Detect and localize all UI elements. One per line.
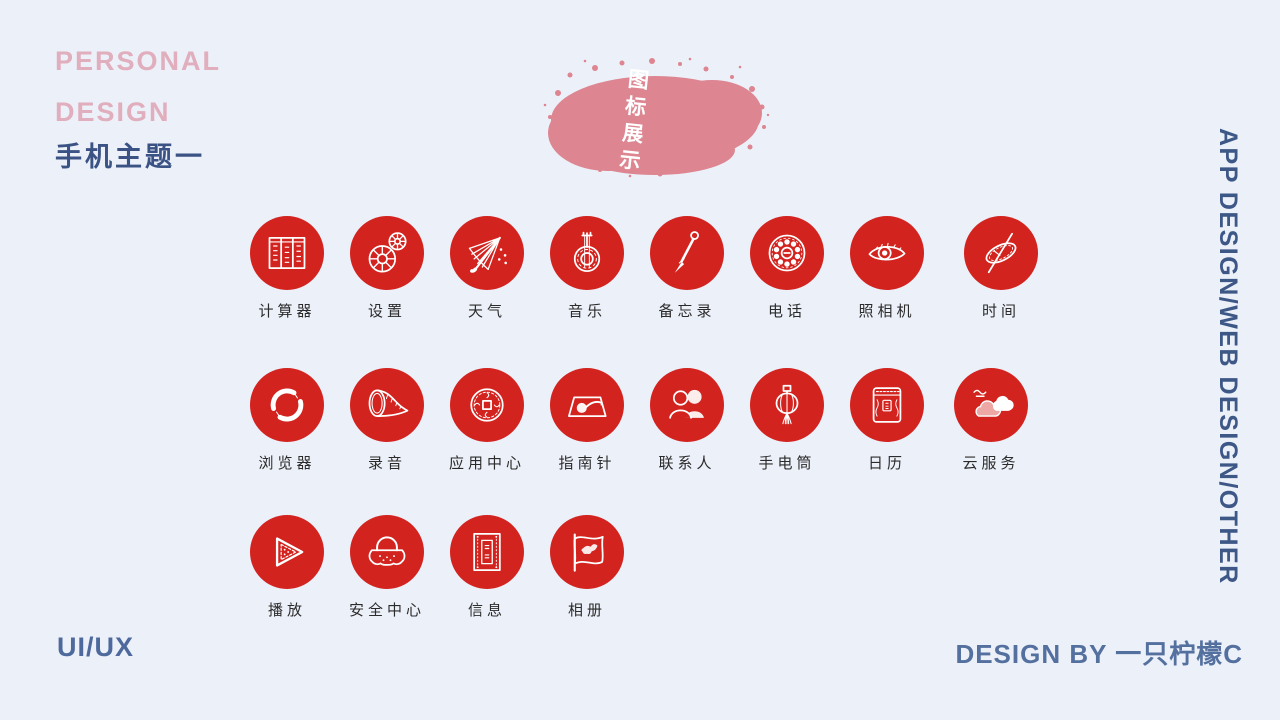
app-icon-flashlight: 手电筒 — [737, 368, 837, 473]
app-icon-label: 相册 — [567, 603, 606, 619]
app-icon-calendar: 日历 — [837, 368, 937, 473]
app-icon-cloud-service: 云服务 — [941, 368, 1041, 473]
app-icon-camera: 照相机 — [837, 216, 937, 321]
clouds-icon — [973, 389, 1014, 417]
icon-row-2: 浏览器 录音 应用中心 — [237, 368, 1041, 473]
app-icon-calculator: 计算器 — [237, 216, 337, 321]
app-icon-label: 播放 — [267, 603, 306, 619]
people-icon — [669, 389, 704, 419]
app-icon-browser: 浏览器 — [237, 368, 337, 473]
brand-subtitle: 手机主题一 — [55, 142, 205, 172]
icon-circle — [964, 216, 1038, 290]
icon-circle — [750, 216, 824, 290]
app-icon-label: 信息 — [467, 603, 506, 619]
umbrella-icon — [468, 236, 507, 273]
icon-circle — [550, 216, 624, 290]
app-icon-album: 相册 — [537, 515, 637, 620]
footer-uiux: UI/UX — [57, 632, 135, 662]
horn-icon — [368, 389, 409, 417]
app-icon-label: 电话 — [767, 304, 806, 320]
app-icon-label: 天气 — [467, 304, 506, 320]
app-icon-security: 安全中心 — [337, 515, 437, 620]
icon-circle — [350, 515, 424, 589]
brand-title-line1: PERSONAL — [55, 46, 222, 76]
spoon-compass-icon — [568, 396, 607, 417]
app-icon-label: 计算器 — [258, 304, 316, 320]
lantern-icon — [775, 384, 799, 425]
cloud-lock-icon — [368, 536, 406, 566]
app-icon-weather: 天气 — [437, 216, 537, 321]
app-icon-messages: 信息 — [437, 515, 537, 620]
icon-circle — [550, 515, 624, 589]
app-icon-label: 安全中心 — [348, 603, 425, 619]
app-icon-time: 时间 — [951, 216, 1051, 321]
brand-title-line2: DESIGN — [55, 97, 171, 127]
side-vertical-caption: APP DESIGN/WEB DESIGN/OTHER — [1214, 128, 1242, 585]
rotary-dial-icon — [768, 234, 806, 272]
footer-credit: DESIGN BY 一只柠檬C — [955, 639, 1243, 669]
icon-circle — [450, 216, 524, 290]
icon-circle — [250, 515, 324, 589]
calendar-icon — [872, 387, 902, 423]
app-icon-phone: 电话 — [737, 216, 837, 321]
icon-circle — [550, 368, 624, 442]
abacus-icon — [268, 236, 306, 270]
app-icon-music: 音乐 — [537, 216, 637, 321]
app-icon-compass: 指南针 — [537, 368, 637, 473]
icon-circle — [250, 216, 324, 290]
icon-circle — [650, 216, 724, 290]
icon-circle — [450, 515, 524, 589]
icon-circle — [350, 216, 424, 290]
icon-circle — [250, 368, 324, 442]
play-icon — [275, 537, 304, 567]
app-icon-label: 日历 — [867, 456, 906, 472]
app-icon-label: 浏览器 — [258, 456, 316, 472]
icon-circle — [750, 368, 824, 442]
app-icon-label: 应用中心 — [448, 456, 525, 472]
icon-circle — [850, 368, 924, 442]
app-icon-label: 时间 — [981, 304, 1020, 320]
icon-circle — [450, 368, 524, 442]
paint-blob — [543, 57, 770, 178]
app-icon-label: 指南针 — [558, 456, 616, 472]
gears-icon — [368, 232, 407, 273]
brand-block: PERSONAL DESIGN 手机主题一 — [55, 48, 221, 171]
app-icon-label: 照相机 — [858, 304, 916, 320]
app-icon-label: 录音 — [367, 456, 406, 472]
app-icon-memo: 备忘录 — [637, 216, 737, 321]
app-icon-label: 备忘录 — [658, 304, 716, 320]
app-icon-app-center: 应用中心 — [437, 368, 537, 473]
flag-icon — [573, 533, 604, 572]
icon-circle — [954, 368, 1028, 442]
brush-pen-icon — [674, 231, 699, 273]
eye-icon — [868, 242, 906, 261]
app-icon-recorder: 录音 — [337, 368, 437, 473]
pipa-icon — [573, 231, 601, 272]
app-icon-label: 设置 — [367, 304, 406, 320]
icon-row-1: 计算器 设置 — [237, 216, 1051, 321]
icon-circle — [350, 368, 424, 442]
app-icon-contacts: 联系人 — [637, 368, 737, 473]
refresh-icon — [270, 388, 304, 422]
app-icon-player: 播放 — [237, 515, 337, 620]
app-icon-settings: 设置 — [337, 216, 437, 321]
app-icon-label: 联系人 — [658, 456, 716, 472]
icon-row-3: 播放 安全中心 信息 — [237, 515, 637, 620]
coin-icon — [470, 388, 504, 422]
app-icon-label: 音乐 — [567, 304, 606, 320]
icon-circle — [850, 216, 924, 290]
icon-circle — [650, 368, 724, 442]
letter-icon — [473, 533, 501, 571]
sundial-icon — [985, 232, 1017, 274]
app-icon-label: 手电筒 — [758, 456, 816, 472]
app-icon-label: 云服务 — [962, 456, 1020, 472]
